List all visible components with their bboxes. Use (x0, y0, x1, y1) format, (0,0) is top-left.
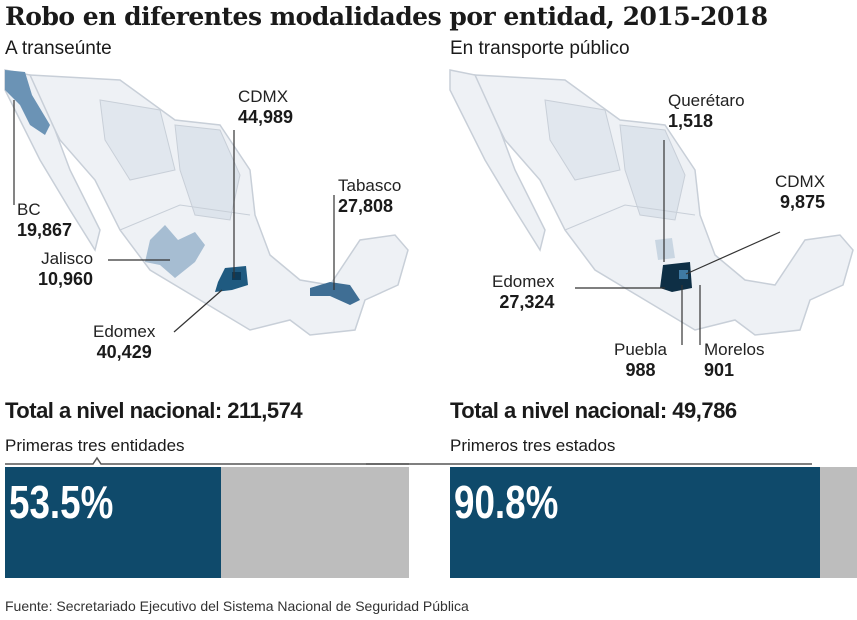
left-total: Total a nivel nacional: 211,574 (5, 398, 303, 423)
right-bar-label: Primeros tres estados (450, 436, 616, 455)
left-bar-label: Primeras tres entidades (5, 436, 185, 455)
region-edomex-2 (660, 262, 692, 292)
region-bc (5, 70, 50, 135)
region-cdmx (232, 272, 241, 280)
source-note: Fuente: Secretariado Ejecutivo del Siste… (5, 598, 469, 614)
chart-title: Robo en diferentes modalidades por entid… (5, 2, 768, 31)
label-puebla: Puebla 988 (614, 340, 667, 380)
label-edomex: Edomex 40,429 (93, 322, 156, 362)
label-jalisco: Jalisco 10,960 (38, 249, 94, 289)
left-bracket (5, 456, 409, 465)
right-bar-percent: 90.8% (454, 476, 559, 528)
label-morelos: Morelos 901 (704, 340, 765, 380)
label-bc: BC 19,867 (17, 200, 73, 240)
region-queretaro (655, 238, 675, 260)
left-bar: 53.5% (5, 467, 409, 578)
right-total: Total a nivel nacional: 49,786 (450, 398, 737, 423)
label-cdmx: CDMX 44,989 (238, 87, 294, 127)
left-subtitle: A transeúnte (5, 38, 112, 59)
left-bar-fill (5, 467, 222, 578)
label-queretaro: Querétaro 1,518 (668, 91, 745, 131)
region-tabasco (310, 282, 360, 305)
right-bar: 90.8% (450, 467, 857, 578)
right-subtitle: En transporte público (450, 38, 630, 59)
label-tabasco: Tabasco 27,808 (338, 176, 402, 216)
region-cdmx-2 (679, 270, 688, 279)
label-edomex-2: Edomex 27,324 (492, 272, 555, 312)
left-bar-percent: 53.5% (9, 476, 114, 528)
right-bar-fill (450, 467, 820, 578)
region-jalisco (145, 225, 205, 278)
label-cdmx-2: CDMX 9,875 (775, 172, 826, 212)
maps (4, 69, 854, 345)
